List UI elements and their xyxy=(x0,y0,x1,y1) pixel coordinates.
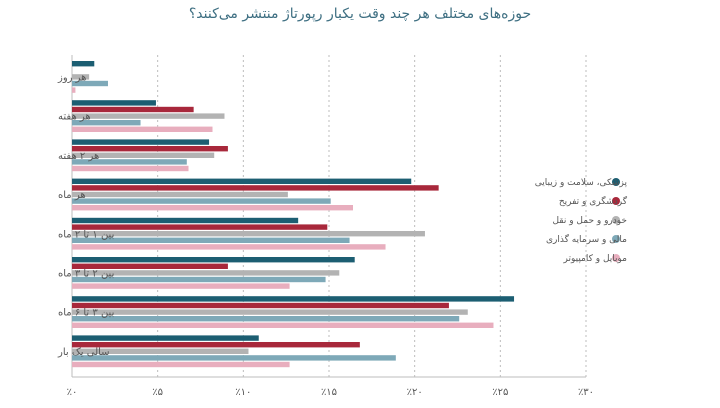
category-label: هر ماه xyxy=(58,190,86,201)
bar xyxy=(72,185,439,191)
legend: پزشکی، سلامت و زیبایی گردشگری و تفریح خودر… xyxy=(535,178,628,264)
bar xyxy=(72,74,90,80)
category-label: هر ۲ هفته xyxy=(58,151,99,162)
x-tick-label: ٪۵ xyxy=(152,387,163,398)
bar xyxy=(72,80,108,87)
category-label: بین ۳ تا ۶ ماه xyxy=(58,308,114,319)
bar xyxy=(72,198,331,204)
bar xyxy=(72,322,494,328)
bar xyxy=(72,106,194,113)
bar xyxy=(72,100,156,106)
bar xyxy=(72,276,326,283)
bar xyxy=(72,113,225,119)
legend-marker xyxy=(612,178,620,186)
x-tick-label: ٪۱۵ xyxy=(321,387,337,398)
bar xyxy=(72,244,386,250)
x-tick-label: ٪۱۰ xyxy=(235,387,251,398)
bar xyxy=(72,263,228,269)
bar xyxy=(72,205,353,211)
chart-title: حوزه‌های مختلف هر چند وقت یکبار رپورتاژ … xyxy=(188,6,532,22)
legend-label: خودرو و حمل و نقل xyxy=(552,216,627,226)
x-tick-labels: ٪۰ ٪۵ ٪۱۰ ٪۱۵ ٪۲۰ ٪۲۵ ٪۳۰ xyxy=(67,387,594,398)
category-label: بین ۲ تا ۳ ماه xyxy=(58,269,114,280)
bar xyxy=(72,270,340,276)
bar xyxy=(72,361,290,368)
category-label: سالی یک بار xyxy=(57,347,110,358)
bar xyxy=(72,302,449,309)
x-tick-label: ٪۲۵ xyxy=(492,387,508,398)
legend-marker xyxy=(612,235,620,243)
bar xyxy=(72,316,460,322)
bar xyxy=(72,296,515,302)
bar xyxy=(72,217,299,224)
bar xyxy=(72,342,360,348)
bar xyxy=(72,231,425,237)
legend-label: مالی و سرمایه گذاری xyxy=(546,233,627,245)
x-tick-label: ٪۰ xyxy=(67,387,78,398)
legend-marker xyxy=(612,254,620,262)
legend-marker xyxy=(612,216,620,224)
x-tick-label: ٪۳۰ xyxy=(578,387,594,398)
bar xyxy=(72,159,187,165)
bar xyxy=(72,126,213,132)
category-label: هر هفته xyxy=(58,112,91,123)
category-label: بین ۱ تا ۲ ماه xyxy=(58,229,114,240)
bar xyxy=(72,355,396,361)
legend-label: پزشکی، سلامت و زیبایی xyxy=(535,178,628,188)
category-label: هر روز xyxy=(57,73,86,84)
bar xyxy=(72,146,228,152)
bar xyxy=(72,257,355,263)
bar xyxy=(72,61,95,67)
bar xyxy=(72,309,468,315)
bar xyxy=(72,139,210,145)
bar xyxy=(72,335,259,341)
bar xyxy=(72,283,290,289)
category-labels: هر روز هر هفته هر ۲ هفته هر ماه بین ۱ تا ۲ م… xyxy=(57,73,114,358)
legend-label: موبایل و کامپیوتر xyxy=(562,254,627,264)
bar xyxy=(72,178,412,184)
bar xyxy=(72,152,215,158)
bar xyxy=(72,165,189,172)
x-tick-label: ٪۲۰ xyxy=(407,387,423,398)
legend-marker xyxy=(612,197,620,205)
bar xyxy=(72,348,249,354)
bar xyxy=(72,191,288,198)
bars-layer xyxy=(72,61,515,368)
bar xyxy=(72,87,76,93)
bar xyxy=(72,224,328,230)
legend-label: گردشگری و تفریح xyxy=(559,195,628,207)
bar xyxy=(72,120,141,126)
bar xyxy=(72,237,350,243)
